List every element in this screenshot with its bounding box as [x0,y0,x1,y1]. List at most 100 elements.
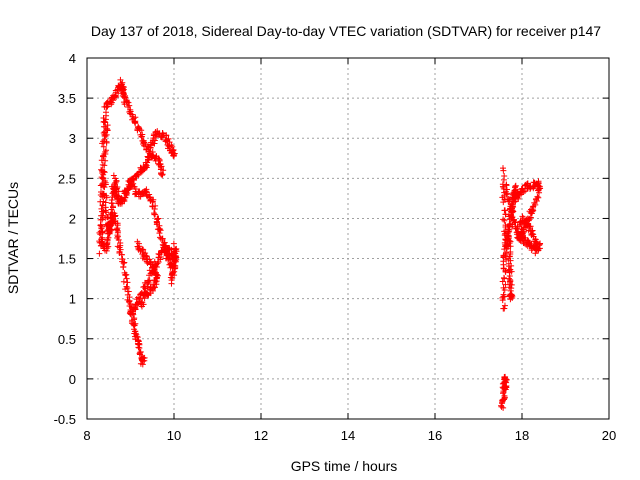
data-point [136,245,143,252]
data-point [525,239,532,246]
data-point [123,283,130,290]
data-point [535,194,542,201]
data-point [108,206,115,213]
data-point [505,243,512,250]
data-point [103,125,110,132]
data-point [120,278,127,285]
data-point [159,172,166,179]
data-point [99,202,106,209]
data-point [527,223,534,230]
data-point [124,279,131,286]
data-point [141,357,148,364]
data-point [103,247,110,254]
data-point [512,186,519,193]
data-point [500,274,507,281]
data-point [535,245,542,252]
data-point [156,230,163,237]
data-point [157,256,164,263]
data-point [132,120,139,127]
x-tick-label: 18 [515,428,529,443]
data-points [96,76,544,411]
data-point [159,235,166,242]
x-tick-label: 14 [341,428,355,443]
data-point [111,93,118,100]
data-point [173,254,180,261]
data-point [126,102,133,109]
data-point [101,162,108,169]
data-point [507,257,514,264]
data-point [107,98,114,105]
series-sdtvar-afternoon [498,165,544,411]
data-point [502,383,509,390]
data-point [130,321,137,328]
data-point [155,215,162,222]
data-point [103,194,110,201]
data-point [501,217,508,224]
data-point [509,295,516,302]
data-point [528,231,535,238]
data-point [126,177,133,184]
data-point [120,264,127,271]
data-point [128,311,135,318]
data-point [96,229,103,236]
y-tick-label: 3.5 [58,91,76,106]
data-point [139,251,146,258]
data-point [141,139,148,146]
data-point [103,139,110,146]
data-point [170,152,177,159]
data-point [133,172,140,179]
data-point [124,99,131,106]
data-point [503,191,510,198]
y-axis-label: SDTVAR / TECUs [5,182,21,294]
y-tick-label: 1 [69,292,76,307]
x-tick-label: 20 [602,428,616,443]
x-tick-label: 8 [83,428,90,443]
data-point [508,293,515,300]
y-tick-label: 4 [69,51,76,66]
data-point [121,259,128,266]
data-point [113,226,120,233]
data-point [141,279,148,286]
data-point [138,127,145,134]
data-point [525,227,532,234]
data-point [135,344,142,351]
data-point [136,344,143,351]
y-axis-ticks: -0.5 0 0.5 1 1.5 2 2.5 3 3.5 4 [54,51,609,427]
data-point [150,137,157,144]
data-point [108,183,115,190]
data-point [500,199,507,206]
data-point [510,198,517,205]
data-point [97,198,104,205]
data-point [119,256,126,263]
y-tick-label: 1.5 [58,252,76,267]
y-tick-label: 0 [69,372,76,387]
y-tick-label: 3 [69,131,76,146]
data-point [110,172,117,179]
data-point [169,275,176,282]
data-point [532,236,539,243]
data-point [124,284,131,291]
data-point [171,151,178,158]
data-point [99,167,106,174]
data-point [146,256,153,263]
data-point [97,231,104,238]
data-point [133,333,140,340]
data-point [141,295,148,302]
data-point [158,248,165,255]
data-point [126,297,133,304]
data-point [516,223,523,230]
data-point [500,385,507,392]
data-point [501,394,508,401]
y-tick-label: 2 [69,211,76,226]
data-point [96,250,103,257]
data-point [504,190,511,197]
data-point [168,280,175,287]
x-axis-ticks: 8 10 12 14 16 18 20 [83,58,616,443]
data-point [167,274,174,281]
data-point [509,208,516,215]
series-sdtvar-morning [96,76,180,368]
data-point [534,193,541,200]
data-point [114,233,121,240]
data-point [142,188,149,195]
